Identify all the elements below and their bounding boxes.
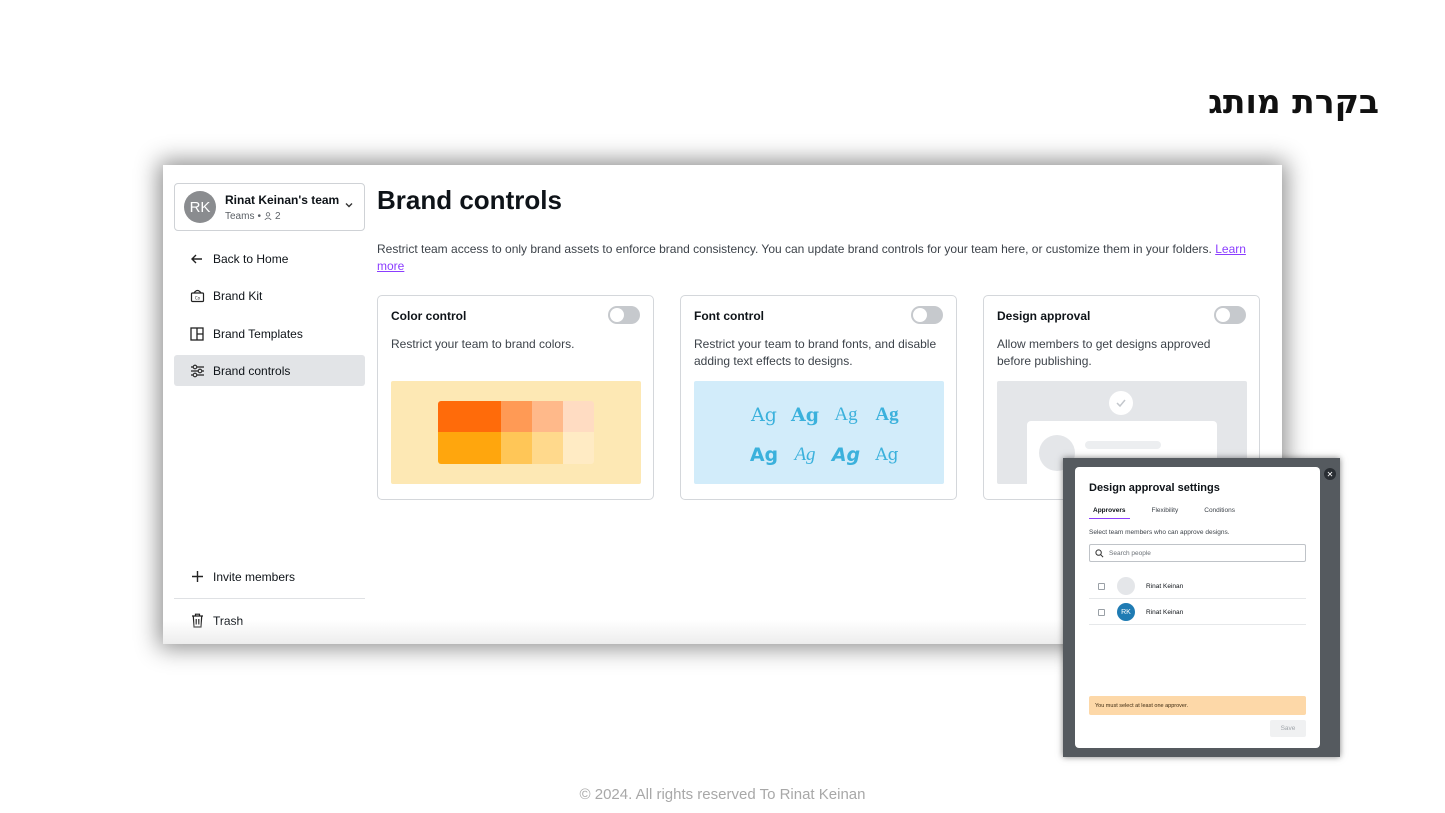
chevron-down-icon[interactable] bbox=[344, 200, 354, 210]
font-control-toggle[interactable] bbox=[911, 306, 943, 324]
sidebar-divider bbox=[174, 598, 365, 599]
card-title: Design approval bbox=[997, 309, 1091, 323]
copyright-footer: © 2024. All rights reserved To Rinat Kei… bbox=[579, 786, 866, 803]
card-title: Font control bbox=[694, 309, 764, 323]
svg-text:Co: Co bbox=[194, 296, 200, 301]
separator-dot: • bbox=[257, 210, 261, 222]
font-samples-illustration: Ag Ag Ag Ag Ag Ag Ag Ag bbox=[694, 381, 944, 484]
team-avatar: RK bbox=[184, 191, 216, 223]
font-sample: Ag bbox=[831, 444, 861, 466]
sidebar-item-label: Back to Home bbox=[213, 251, 289, 266]
close-icon[interactable]: ✕ bbox=[1324, 468, 1336, 480]
approver-warning: You must select at least one approver. bbox=[1089, 696, 1306, 715]
avatar bbox=[1117, 577, 1135, 595]
trash-icon bbox=[189, 613, 205, 629]
swatch bbox=[563, 432, 594, 464]
tab-conditions[interactable]: Conditions bbox=[1204, 507, 1235, 514]
font-control-card: Font control Restrict your team to brand… bbox=[680, 295, 957, 500]
font-sample: Ag bbox=[790, 404, 820, 426]
tab-flexibility[interactable]: Flexibility bbox=[1151, 507, 1179, 514]
description-text: Restrict team access to only brand asset… bbox=[377, 242, 1212, 256]
swatch bbox=[438, 432, 501, 464]
check-circle-icon bbox=[1109, 391, 1133, 415]
brand-kit-icon: Co bbox=[189, 288, 205, 304]
sidebar-item-label: Brand Kit bbox=[213, 288, 263, 303]
swatch bbox=[438, 401, 501, 432]
sidebar-item-brand-controls[interactable]: Brand controls bbox=[174, 355, 365, 386]
avatar: RK bbox=[1117, 603, 1135, 621]
approver-row[interactable]: Rinat Keinan bbox=[1089, 574, 1306, 599]
modal-overlay: ✕ Design approval settings Approvers Fle… bbox=[1063, 458, 1340, 757]
font-sample-grid: Ag Ag Ag Ag Ag Ag Ag Ag bbox=[744, 395, 907, 475]
page-title: Brand controls bbox=[377, 185, 562, 215]
search-people-input[interactable]: Search people bbox=[1089, 544, 1306, 562]
swatch bbox=[532, 432, 563, 464]
team-name: Rinat Keinan's team bbox=[225, 192, 340, 207]
modal-title: Design approval settings bbox=[1089, 482, 1220, 494]
person-icon bbox=[264, 212, 272, 220]
search-icon bbox=[1095, 548, 1104, 557]
font-sample: Ag bbox=[751, 404, 777, 426]
save-button[interactable]: Save bbox=[1270, 720, 1306, 737]
approvers-hint: Select team members who can approve desi… bbox=[1089, 529, 1230, 536]
team-switcher[interactable]: RK Rinat Keinan's team Teams • 2 bbox=[174, 183, 365, 231]
approver-checkbox[interactable] bbox=[1098, 608, 1105, 616]
card-title: Color control bbox=[391, 309, 467, 323]
team-member-count: 2 bbox=[274, 210, 281, 222]
card-description: Allow members to get designs approved be… bbox=[997, 337, 1211, 368]
design-approval-toggle[interactable] bbox=[1214, 306, 1246, 324]
font-sample: Ag bbox=[875, 404, 899, 425]
sidebar-item-label: Trash bbox=[213, 613, 244, 628]
font-sample: Ag bbox=[794, 444, 816, 465]
modal-tabs: Approvers Flexibility Conditions bbox=[1089, 507, 1239, 519]
plus-icon bbox=[189, 569, 205, 585]
swatch bbox=[501, 401, 532, 432]
sidebar-item-brand-kit[interactable]: Co Brand Kit bbox=[174, 280, 365, 311]
card-description: Restrict your team to brand fonts, and d… bbox=[694, 337, 937, 368]
template-layout-icon bbox=[189, 326, 205, 342]
arrow-left-icon bbox=[189, 251, 205, 267]
font-sample: Ag bbox=[875, 445, 899, 465]
approver-name: Rinat Keinan bbox=[1146, 582, 1184, 590]
color-swatch-grid bbox=[438, 401, 594, 464]
invite-members-button[interactable]: Invite members bbox=[174, 561, 365, 592]
sidebar-item-label: Invite members bbox=[213, 569, 296, 584]
swatch bbox=[501, 432, 532, 464]
sidebar-item-trash[interactable]: Trash bbox=[174, 605, 365, 636]
page-description: Restrict team access to only brand asset… bbox=[377, 241, 1257, 275]
color-swatches-illustration bbox=[391, 381, 641, 484]
sidebar-item-brand-templates[interactable]: Brand Templates bbox=[174, 318, 365, 349]
swatch bbox=[532, 401, 563, 432]
slide-title: בקרת מותג bbox=[1208, 82, 1379, 121]
approver-row[interactable]: RK Rinat Keinan bbox=[1089, 600, 1306, 625]
font-sample: Ag bbox=[834, 404, 858, 425]
team-plan: Teams bbox=[225, 210, 255, 222]
color-control-card: Color control Restrict your team to bran… bbox=[377, 295, 654, 500]
color-control-toggle[interactable] bbox=[608, 306, 640, 324]
approver-checkbox[interactable] bbox=[1098, 582, 1105, 590]
card-description: Restrict your team to brand colors. bbox=[391, 337, 575, 351]
sidebar-item-label: Brand controls bbox=[213, 363, 291, 378]
search-placeholder: Search people bbox=[1109, 549, 1151, 557]
tab-approvers[interactable]: Approvers bbox=[1089, 507, 1130, 519]
sidebar-item-label: Brand Templates bbox=[213, 326, 303, 341]
swatch bbox=[563, 401, 594, 432]
learn-more-link[interactable]: Learn more bbox=[377, 242, 1246, 273]
sidebar-item-back-to-home[interactable]: Back to Home bbox=[174, 243, 365, 274]
design-approval-settings-modal: Design approval settings Approvers Flexi… bbox=[1075, 467, 1320, 748]
placeholder-line bbox=[1085, 441, 1161, 449]
approver-name: Rinat Keinan bbox=[1146, 608, 1184, 616]
font-sample: Ag bbox=[749, 444, 779, 466]
sliders-icon bbox=[189, 363, 205, 379]
